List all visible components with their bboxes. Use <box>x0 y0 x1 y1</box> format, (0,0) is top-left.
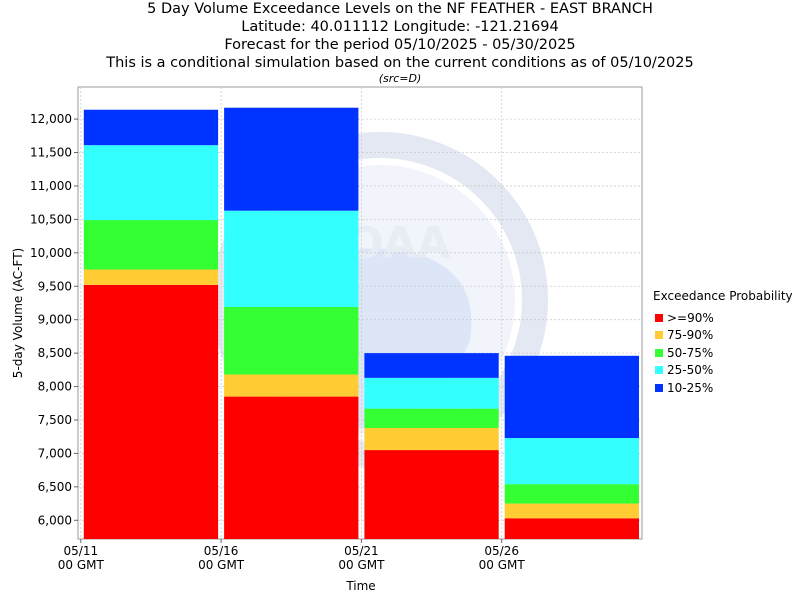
x-tick-sublabel: 00 GMT <box>198 558 245 572</box>
period-subtitle: Forecast for the period 05/10/2025 - 05/… <box>224 37 576 53</box>
chart-title: 5 Day Volume Exceedance Levels on the NF… <box>147 1 653 17</box>
legend-swatch <box>655 348 663 357</box>
bar-3-segment-2 <box>364 428 499 451</box>
legend-item: 10-25% <box>653 379 793 397</box>
legend-items: >=90% 75-90% 50-75% 25-50% 10-25% <box>653 309 793 397</box>
y-tick-label: 9,500 <box>38 279 72 293</box>
bar-1-segment-4 <box>83 145 219 221</box>
x-tick-label: 05/11 <box>64 544 99 558</box>
x-tick-sublabel: 00 GMT <box>479 558 526 572</box>
location-subtitle: Latitude: 40.011112 Longitude: -121.2169… <box>241 19 559 35</box>
bar-2-segment-3 <box>224 306 359 375</box>
legend-title: Exceedance Probability <box>653 289 793 303</box>
legend-item: 75-90% <box>653 327 793 345</box>
y-tick-label: 11,500 <box>30 146 72 160</box>
x-axis-title: Time <box>345 579 375 593</box>
bar-1-segment-5 <box>83 109 219 146</box>
bar-1-segment-2 <box>83 269 219 285</box>
chart-titles: 5 Day Volume Exceedance Levels on the NF… <box>0 0 800 86</box>
y-tick-label: 12,000 <box>30 112 72 126</box>
y-tick-label: 6,000 <box>38 513 72 527</box>
y-tick-label: 8,500 <box>38 346 72 360</box>
legend-swatch <box>655 366 663 375</box>
bar-4-segment-5 <box>504 355 639 439</box>
x-tick-label: 05/26 <box>484 544 519 558</box>
legend-swatch <box>655 313 663 322</box>
y-tick-label: 6,500 <box>38 480 72 494</box>
y-tick-label: 7,000 <box>38 446 72 460</box>
bar-4-segment-1 <box>504 518 639 539</box>
legend-swatch <box>655 331 663 340</box>
x-tick-sublabel: 00 GMT <box>338 558 385 572</box>
bar-3-segment-4 <box>364 377 499 409</box>
y-tick-label: 10,000 <box>30 246 72 260</box>
legend-swatch <box>655 383 663 392</box>
bar-2-segment-2 <box>224 374 359 397</box>
bar-3-segment-3 <box>364 408 499 429</box>
bar-2-segment-1 <box>224 396 359 539</box>
legend-label: 25-50% <box>667 363 714 378</box>
bar-3-segment-1 <box>364 450 499 539</box>
y-tick-label: 8,000 <box>38 380 72 394</box>
y-tick-label: 10,500 <box>30 212 72 226</box>
legend-label: 75-90% <box>667 328 714 343</box>
y-tick-label: 11,000 <box>30 179 72 193</box>
source-note: (src=D) <box>378 72 422 85</box>
legend-item: 50-75% <box>653 344 793 362</box>
y-axis-title: 5-day Volume (AC-FT) <box>11 248 25 378</box>
x-tick-label: 05/21 <box>344 544 379 558</box>
condition-subtitle: This is a conditional simulation based o… <box>106 55 694 71</box>
legend-label: 50-75% <box>667 345 714 360</box>
x-tick-sublabel: 00 GMT <box>58 558 105 572</box>
legend-label: 10-25% <box>667 380 714 395</box>
y-tick-label: 7,500 <box>38 413 72 427</box>
x-tick-label: 05/16 <box>204 544 239 558</box>
bar-3-segment-5 <box>364 353 499 378</box>
legend-item: >=90% <box>653 309 793 327</box>
bar-1-segment-3 <box>83 220 219 270</box>
bar-2-segment-5 <box>224 107 359 211</box>
bar-4-segment-2 <box>504 503 639 519</box>
bar-1-segment-1 <box>83 284 219 539</box>
y-tick-label: 9,000 <box>38 313 72 327</box>
bar-2-segment-4 <box>224 210 359 307</box>
legend-item: 25-50% <box>653 362 793 380</box>
bar-4-segment-3 <box>504 484 639 504</box>
bar-4-segment-4 <box>504 438 639 485</box>
legend: Exceedance Probability >=90% 75-90% 50-75%… <box>653 289 793 397</box>
legend-label: >=90% <box>667 310 714 325</box>
